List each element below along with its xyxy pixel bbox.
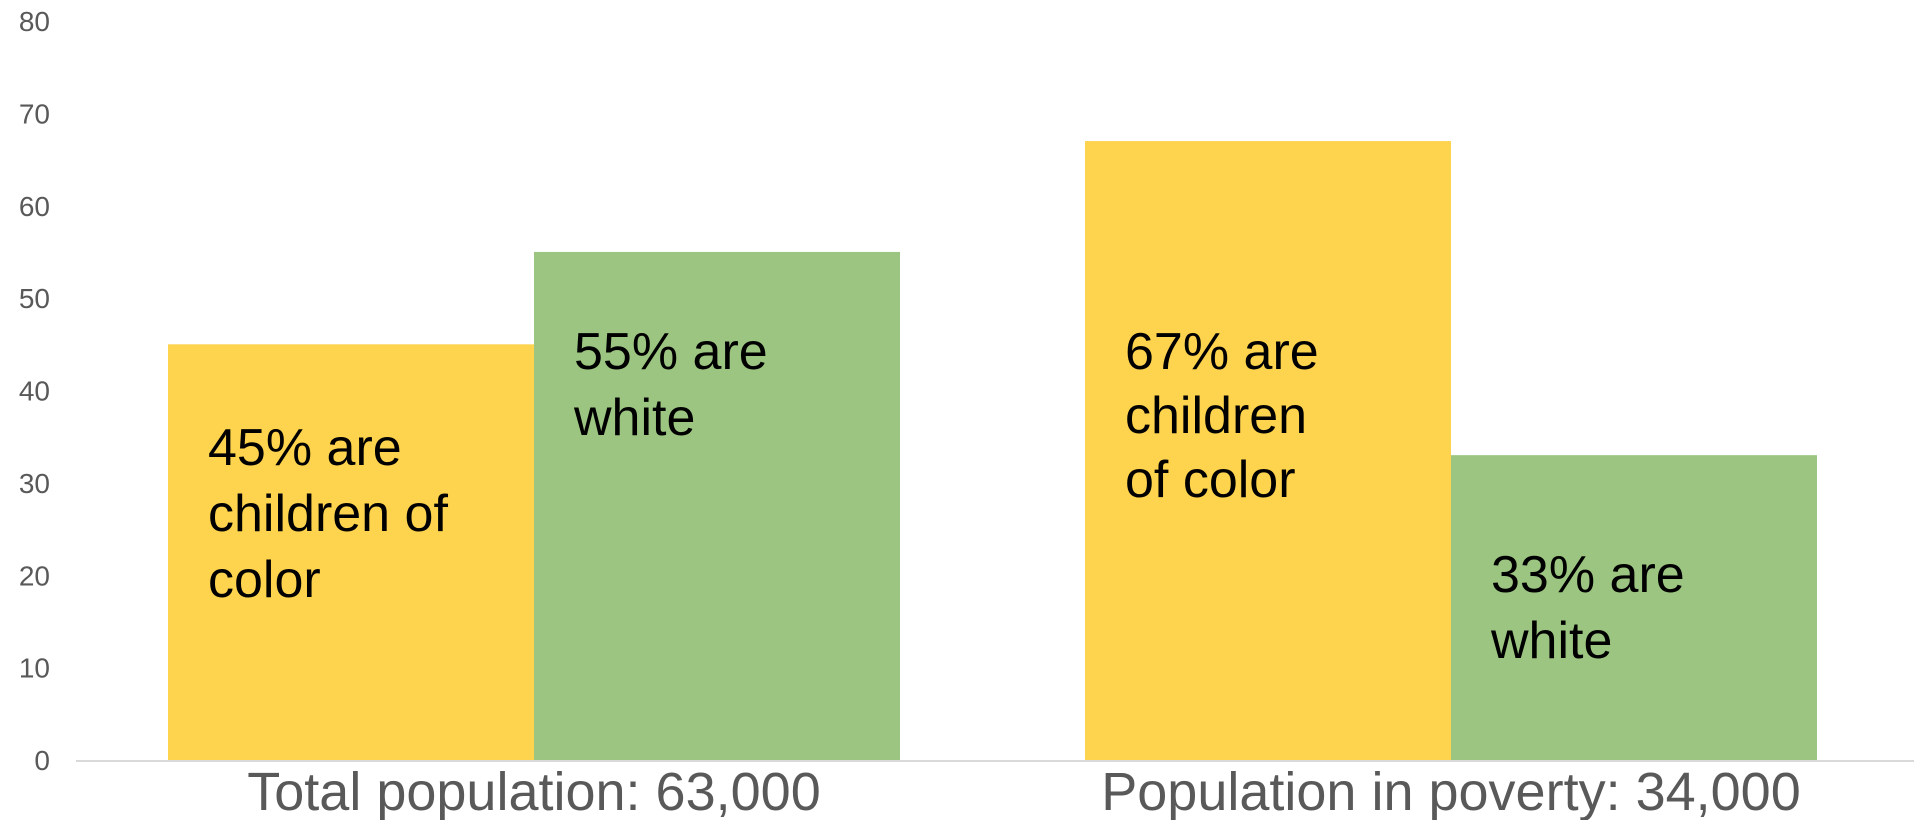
bar xyxy=(168,344,534,760)
bar-data-label-line: white xyxy=(1490,612,1612,670)
y-tick-label: 0 xyxy=(34,745,50,776)
x-category-label: Population in poverty: 34,000 xyxy=(1101,762,1801,820)
bar-data-label: 33% are white xyxy=(1490,546,1685,670)
bar-data-label-line: white xyxy=(573,389,695,447)
y-tick-label: 20 xyxy=(19,560,50,591)
bar-data-label: 55% are white xyxy=(573,323,768,447)
bar-data-label-line: color xyxy=(208,551,321,609)
bar xyxy=(1451,455,1817,760)
bar-data-label: 45% are children of color xyxy=(208,419,448,609)
bar-data-label: 67% are children of color xyxy=(1125,323,1319,509)
bars xyxy=(168,141,1817,760)
bar xyxy=(534,251,900,760)
category-labels: Total population: 63,000 Population in po… xyxy=(247,762,1800,820)
y-axis-ticks: 0 10 20 30 40 50 60 70 80 xyxy=(19,6,50,776)
bar-data-label-line: children of xyxy=(208,485,448,543)
bar-data-label-line: 67% are xyxy=(1125,323,1319,381)
y-tick-label: 40 xyxy=(19,376,50,407)
bar xyxy=(1085,141,1451,760)
y-tick-label: 50 xyxy=(19,283,50,314)
bar-data-label-line: 45% are xyxy=(208,419,402,477)
y-tick-label: 60 xyxy=(19,191,50,222)
bar-data-label-line: of color xyxy=(1125,451,1296,509)
y-tick-label: 70 xyxy=(19,98,50,129)
bar-labels: 45% are children of color 67% are children of… xyxy=(208,323,1685,670)
y-tick-label: 10 xyxy=(19,653,50,684)
bar-data-label-line: 33% are xyxy=(1491,546,1685,604)
bar-data-label-line: 55% are xyxy=(574,323,768,381)
x-category-label: Total population: 63,000 xyxy=(247,762,820,820)
y-tick-label: 80 xyxy=(19,6,50,37)
bar-data-label-line: children xyxy=(1125,387,1307,445)
y-tick-label: 30 xyxy=(19,468,50,499)
